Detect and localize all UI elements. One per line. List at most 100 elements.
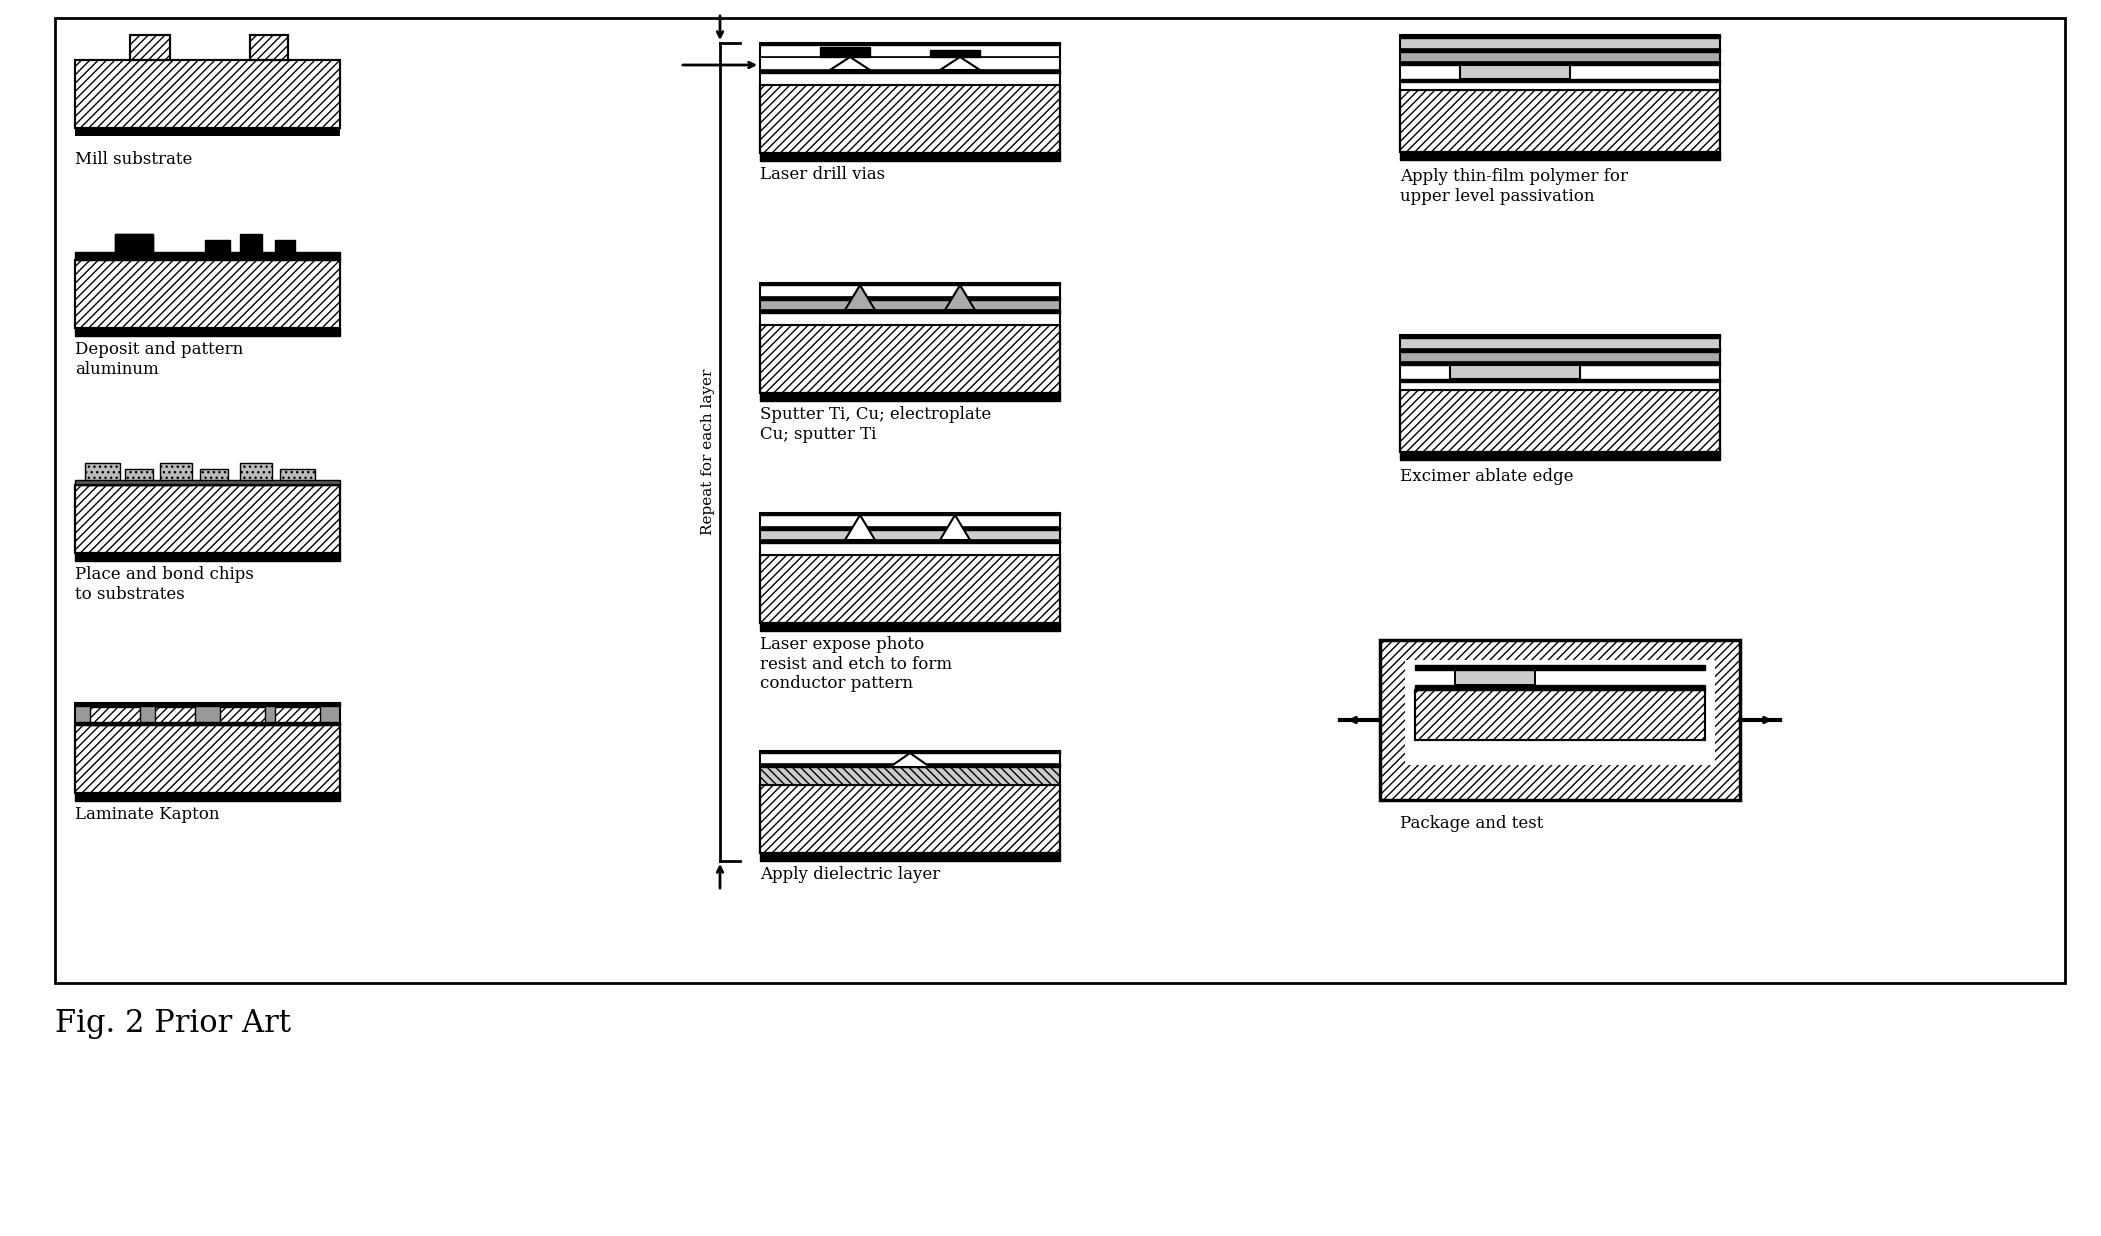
Bar bbox=[76, 485, 340, 552]
Bar bbox=[761, 85, 1061, 153]
Bar bbox=[1380, 640, 1740, 800]
Polygon shape bbox=[939, 57, 979, 70]
Text: Laser expose photo
resist and etch to form
conductor pattern: Laser expose photo resist and etch to fo… bbox=[761, 637, 952, 692]
Bar bbox=[761, 310, 1061, 313]
Bar bbox=[761, 853, 1061, 861]
Bar bbox=[1450, 365, 1580, 379]
Bar bbox=[1406, 660, 1714, 765]
Bar bbox=[761, 543, 1061, 555]
Bar bbox=[1399, 391, 1721, 452]
Bar bbox=[1399, 152, 1721, 159]
Bar bbox=[761, 325, 1061, 393]
Bar bbox=[76, 61, 340, 129]
Bar bbox=[1414, 690, 1706, 740]
Bar bbox=[1399, 337, 1721, 349]
Polygon shape bbox=[830, 57, 870, 70]
Text: Mill substrate: Mill substrate bbox=[76, 151, 193, 168]
Bar bbox=[1399, 35, 1721, 38]
Bar bbox=[76, 129, 340, 136]
Bar bbox=[1399, 335, 1721, 337]
Bar bbox=[761, 527, 1061, 530]
Bar bbox=[221, 707, 265, 726]
Bar bbox=[1380, 640, 1740, 800]
Bar bbox=[761, 393, 1061, 400]
Polygon shape bbox=[891, 753, 931, 768]
Bar bbox=[240, 464, 271, 485]
Text: Repeat for each layer: Repeat for each layer bbox=[702, 368, 714, 535]
Bar bbox=[761, 153, 1061, 161]
Bar bbox=[1414, 690, 1706, 740]
Bar bbox=[1399, 452, 1721, 460]
Text: Fig. 2 Prior Art: Fig. 2 Prior Art bbox=[55, 1009, 292, 1039]
Bar bbox=[1399, 379, 1721, 382]
Bar bbox=[761, 43, 1061, 153]
Bar bbox=[84, 464, 120, 485]
Bar bbox=[1399, 90, 1721, 152]
Bar bbox=[761, 300, 1061, 310]
Bar bbox=[1399, 349, 1721, 352]
Bar bbox=[761, 555, 1061, 623]
Bar bbox=[124, 468, 153, 485]
Bar bbox=[76, 703, 340, 726]
Polygon shape bbox=[939, 515, 971, 540]
Bar bbox=[1456, 670, 1536, 685]
Bar bbox=[206, 240, 229, 252]
Bar bbox=[761, 73, 1061, 85]
Bar bbox=[90, 707, 141, 726]
Bar bbox=[761, 623, 1061, 632]
Bar bbox=[1399, 35, 1721, 152]
Bar bbox=[761, 283, 1061, 286]
Bar bbox=[761, 540, 1061, 543]
Bar bbox=[1414, 665, 1706, 670]
Bar bbox=[160, 464, 191, 485]
Bar bbox=[761, 751, 1061, 853]
Bar bbox=[761, 785, 1061, 853]
Bar bbox=[1399, 79, 1721, 82]
Polygon shape bbox=[845, 515, 874, 540]
Bar bbox=[76, 726, 340, 794]
Bar bbox=[761, 513, 1061, 515]
Bar bbox=[76, 61, 340, 129]
Bar bbox=[76, 485, 340, 552]
Bar bbox=[761, 764, 1061, 768]
Bar bbox=[1460, 66, 1569, 79]
Text: Laminate Kapton: Laminate Kapton bbox=[76, 806, 219, 823]
Bar bbox=[76, 260, 340, 328]
Bar bbox=[761, 753, 1061, 764]
Bar bbox=[1399, 38, 1721, 49]
Bar bbox=[761, 297, 1061, 300]
Bar bbox=[76, 703, 340, 706]
Text: Deposit and pattern
aluminum: Deposit and pattern aluminum bbox=[76, 341, 244, 378]
Bar bbox=[1450, 365, 1580, 379]
Text: Apply thin-film polymer for
upper level passivation: Apply thin-film polymer for upper level … bbox=[1399, 168, 1628, 205]
Bar bbox=[76, 794, 340, 801]
Bar bbox=[761, 785, 1061, 853]
Polygon shape bbox=[845, 286, 874, 310]
Bar bbox=[1399, 52, 1721, 62]
Text: Excimer ablate edge: Excimer ablate edge bbox=[1399, 468, 1574, 485]
Bar bbox=[761, 768, 1061, 785]
Bar bbox=[76, 485, 340, 552]
Bar bbox=[761, 44, 1061, 57]
Bar bbox=[250, 35, 288, 61]
Bar bbox=[761, 286, 1061, 297]
Bar bbox=[76, 552, 340, 561]
Bar bbox=[130, 35, 170, 61]
Bar bbox=[761, 515, 1061, 527]
Bar bbox=[1399, 352, 1721, 362]
Bar bbox=[1399, 49, 1721, 52]
Bar bbox=[279, 468, 315, 485]
Bar bbox=[761, 70, 1061, 73]
Bar bbox=[819, 47, 870, 57]
Bar bbox=[761, 530, 1061, 540]
Bar bbox=[761, 751, 1061, 753]
Bar bbox=[116, 234, 153, 252]
Polygon shape bbox=[945, 286, 975, 310]
Bar bbox=[761, 283, 1061, 393]
Bar bbox=[1399, 335, 1721, 452]
Bar bbox=[76, 252, 340, 260]
Bar bbox=[76, 480, 340, 485]
Bar bbox=[275, 240, 294, 252]
Text: Sputter Ti, Cu; electroplate
Cu; sputter Ti: Sputter Ti, Cu; electroplate Cu; sputter… bbox=[761, 405, 992, 442]
Bar bbox=[761, 325, 1061, 393]
